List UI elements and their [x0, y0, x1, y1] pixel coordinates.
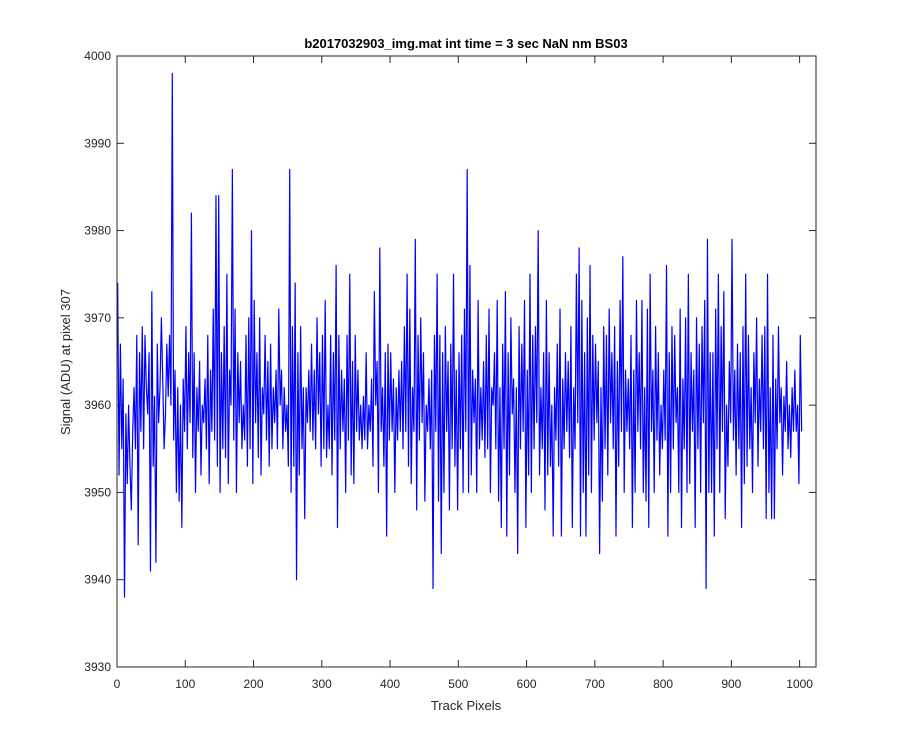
x-tick-label: 400	[380, 677, 400, 691]
x-tick-label: 900	[721, 677, 741, 691]
x-axis-ticks: 0 100 200 300 400 500 600 700 800 900 1000	[114, 56, 813, 691]
y-tick-label: 3970	[84, 311, 111, 325]
x-tick-label: 700	[585, 677, 605, 691]
y-tick-label: 3940	[84, 573, 111, 587]
y-tick-label: 3950	[84, 485, 111, 499]
series-line	[117, 72, 803, 598]
y-tick-label: 3960	[84, 398, 111, 412]
y-tick-label: 3990	[84, 136, 111, 150]
x-tick-label: 100	[175, 677, 195, 691]
y-axis-label: Signal (ADU) at pixel 307	[58, 289, 73, 435]
x-tick-label: 600	[517, 677, 537, 691]
chart-title: b2017032903_img.mat int time = 3 sec NaN…	[304, 36, 627, 51]
y-axis-ticks: 3930 3940 3950 3960 3970 3980 3990 4000	[84, 49, 816, 674]
x-tick-label: 300	[312, 677, 332, 691]
y-tick-label: 3980	[84, 224, 111, 238]
y-tick-label: 3930	[84, 660, 111, 674]
x-tick-label: 1000	[786, 677, 813, 691]
x-tick-label: 500	[448, 677, 468, 691]
x-tick-label: 0	[114, 677, 121, 691]
series-layer	[117, 72, 803, 598]
x-tick-label: 800	[653, 677, 673, 691]
plot-frame	[116, 55, 817, 668]
x-tick-label: 200	[244, 677, 264, 691]
y-tick-label: 4000	[84, 49, 111, 63]
x-axis-label: Track Pixels	[431, 698, 502, 713]
